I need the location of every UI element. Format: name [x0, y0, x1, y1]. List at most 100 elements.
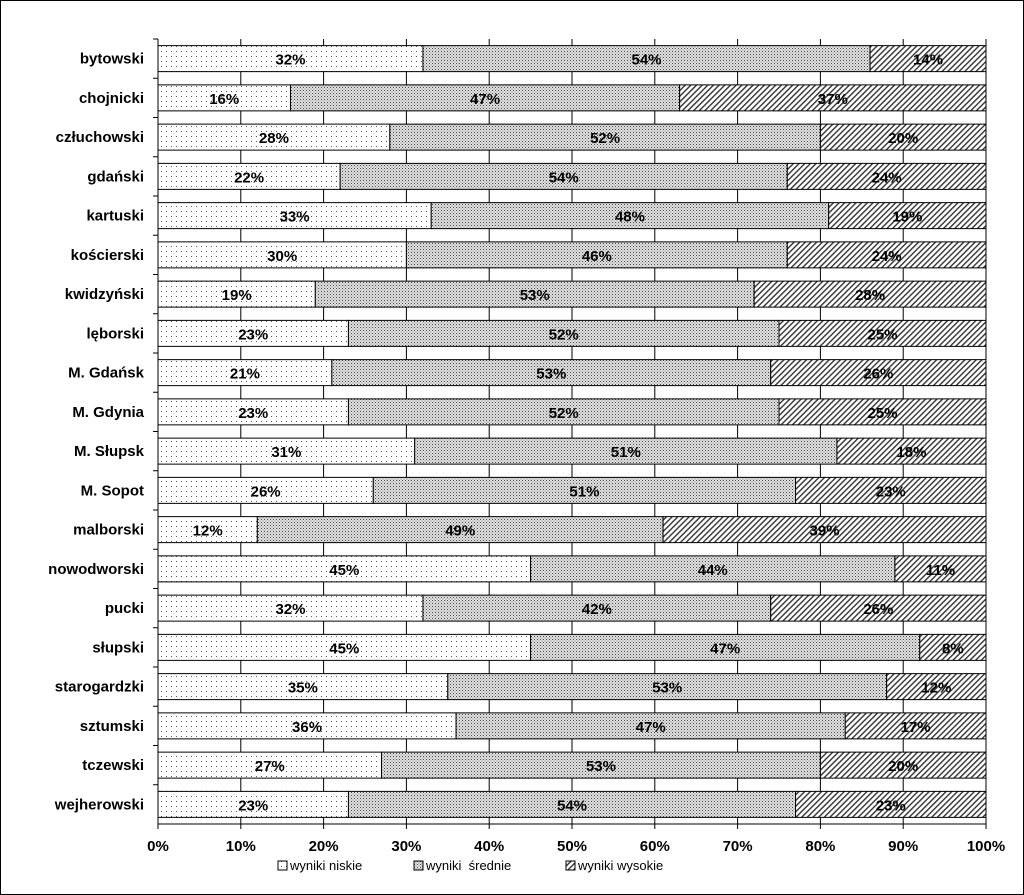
bar-segment: [828, 202, 987, 230]
data-label: 20%: [888, 130, 918, 147]
bar-segment: [157, 241, 407, 269]
data-label: 49%: [445, 523, 475, 540]
bar-segment: [347, 319, 780, 347]
gridlines: [240, 39, 987, 824]
bar-segment: [405, 241, 788, 269]
x-tick-label: 70%: [723, 838, 753, 855]
category-label: malborski: [73, 522, 144, 539]
bar-segment: [836, 437, 987, 465]
category-label: M. Sopot: [81, 482, 144, 499]
bar-segment: [389, 123, 821, 151]
data-label: 26%: [251, 483, 281, 500]
legend-swatch: [413, 860, 424, 871]
bar-segment: [886, 673, 987, 701]
category-label: gdański: [87, 168, 144, 185]
data-label: 54%: [632, 52, 662, 69]
bar-segment: [844, 712, 987, 740]
category-label: pucki: [105, 600, 144, 617]
bar-segment: [679, 84, 987, 112]
data-label: 52%: [549, 405, 579, 422]
data-label: 51%: [569, 483, 599, 500]
bar-segment: [778, 319, 987, 347]
bar-segment: [414, 437, 838, 465]
bar-segment: [372, 476, 797, 504]
bar-segment: [662, 516, 987, 544]
data-label: 18%: [896, 444, 926, 461]
category-label: M. Słupsk: [74, 443, 145, 460]
category-label: lęborski: [86, 325, 144, 342]
x-tick-label: 0%: [147, 838, 169, 855]
x-tick-label: 30%: [391, 838, 421, 855]
x-tick-label: 40%: [474, 838, 504, 855]
data-label: 31%: [271, 444, 301, 461]
category-label: tczewski: [82, 757, 144, 774]
bar-segment: [778, 398, 987, 426]
data-label: 8%: [942, 640, 964, 657]
legend-label: wyniki średnie: [425, 858, 511, 873]
bar-segment: [157, 398, 349, 426]
data-label: 54%: [557, 797, 587, 814]
data-label: 32%: [275, 601, 305, 618]
data-label: 53%: [520, 287, 550, 304]
bar-segment: [894, 555, 987, 583]
data-label: 51%: [611, 444, 641, 461]
data-label: 53%: [586, 758, 616, 775]
legend-swatch: [565, 860, 576, 871]
bar-segment: [819, 123, 987, 151]
bar-segment: [786, 162, 987, 190]
data-label: 26%: [863, 366, 893, 383]
bar-segment: [157, 790, 349, 818]
data-label: 24%: [872, 169, 902, 186]
x-tick-label: 80%: [805, 838, 835, 855]
bar-segment: [455, 712, 846, 740]
bar-segment: [339, 162, 788, 190]
data-label: 27%: [255, 758, 285, 775]
data-label: 36%: [292, 719, 322, 736]
data-label: 46%: [582, 248, 612, 265]
bar-segment: [314, 280, 755, 308]
data-label: 24%: [872, 248, 902, 265]
bar-segment: [157, 84, 291, 112]
data-label: 23%: [238, 797, 268, 814]
bar-segment: [157, 516, 258, 544]
category-label: chojnicki: [79, 90, 144, 107]
category-label: człuchowski: [56, 129, 144, 146]
category-label: kwidzyński: [65, 286, 144, 303]
category-label: słupski: [92, 639, 144, 656]
data-label: 21%: [230, 366, 260, 383]
data-label: 32%: [275, 52, 305, 69]
data-label: 30%: [267, 248, 297, 265]
bar-segment: [289, 84, 681, 112]
bar-segment: [430, 202, 830, 230]
category-label: M. Gdynia: [72, 404, 144, 421]
bar-segment: [256, 516, 664, 544]
category-label: nowodworski: [48, 561, 144, 578]
bar-segment: [530, 555, 896, 583]
data-label: 19%: [222, 287, 252, 304]
data-label: 54%: [549, 169, 579, 186]
bar-segment: [795, 476, 987, 504]
data-label: 11%: [926, 562, 955, 579]
category-label: starogardzki: [55, 679, 144, 696]
data-label: 47%: [470, 91, 500, 108]
bars: 32% 54% 14% 16% 47% 37% 28% 52% 20% 22% 54% 24% 33% 4…: [157, 45, 987, 818]
data-label: 12%: [921, 680, 951, 697]
bar-segment: [530, 633, 921, 661]
data-label: 23%: [238, 405, 268, 422]
bar-segment: [157, 555, 532, 583]
x-tick-label: 20%: [309, 838, 339, 855]
data-label: 45%: [329, 562, 359, 579]
bar-segment: [157, 751, 383, 779]
bar-segment: [157, 123, 391, 151]
bar-segment: [770, 594, 987, 622]
bar-segment: [786, 241, 987, 269]
data-label: 45%: [329, 640, 359, 657]
bar-segment: [381, 751, 821, 779]
category-label: kartuski: [86, 208, 144, 225]
data-label: 42%: [582, 601, 612, 618]
data-label: 16%: [209, 91, 239, 108]
bar-segment: [157, 712, 457, 740]
x-tick-label: 100%: [967, 838, 1005, 855]
data-label: 47%: [710, 640, 740, 657]
